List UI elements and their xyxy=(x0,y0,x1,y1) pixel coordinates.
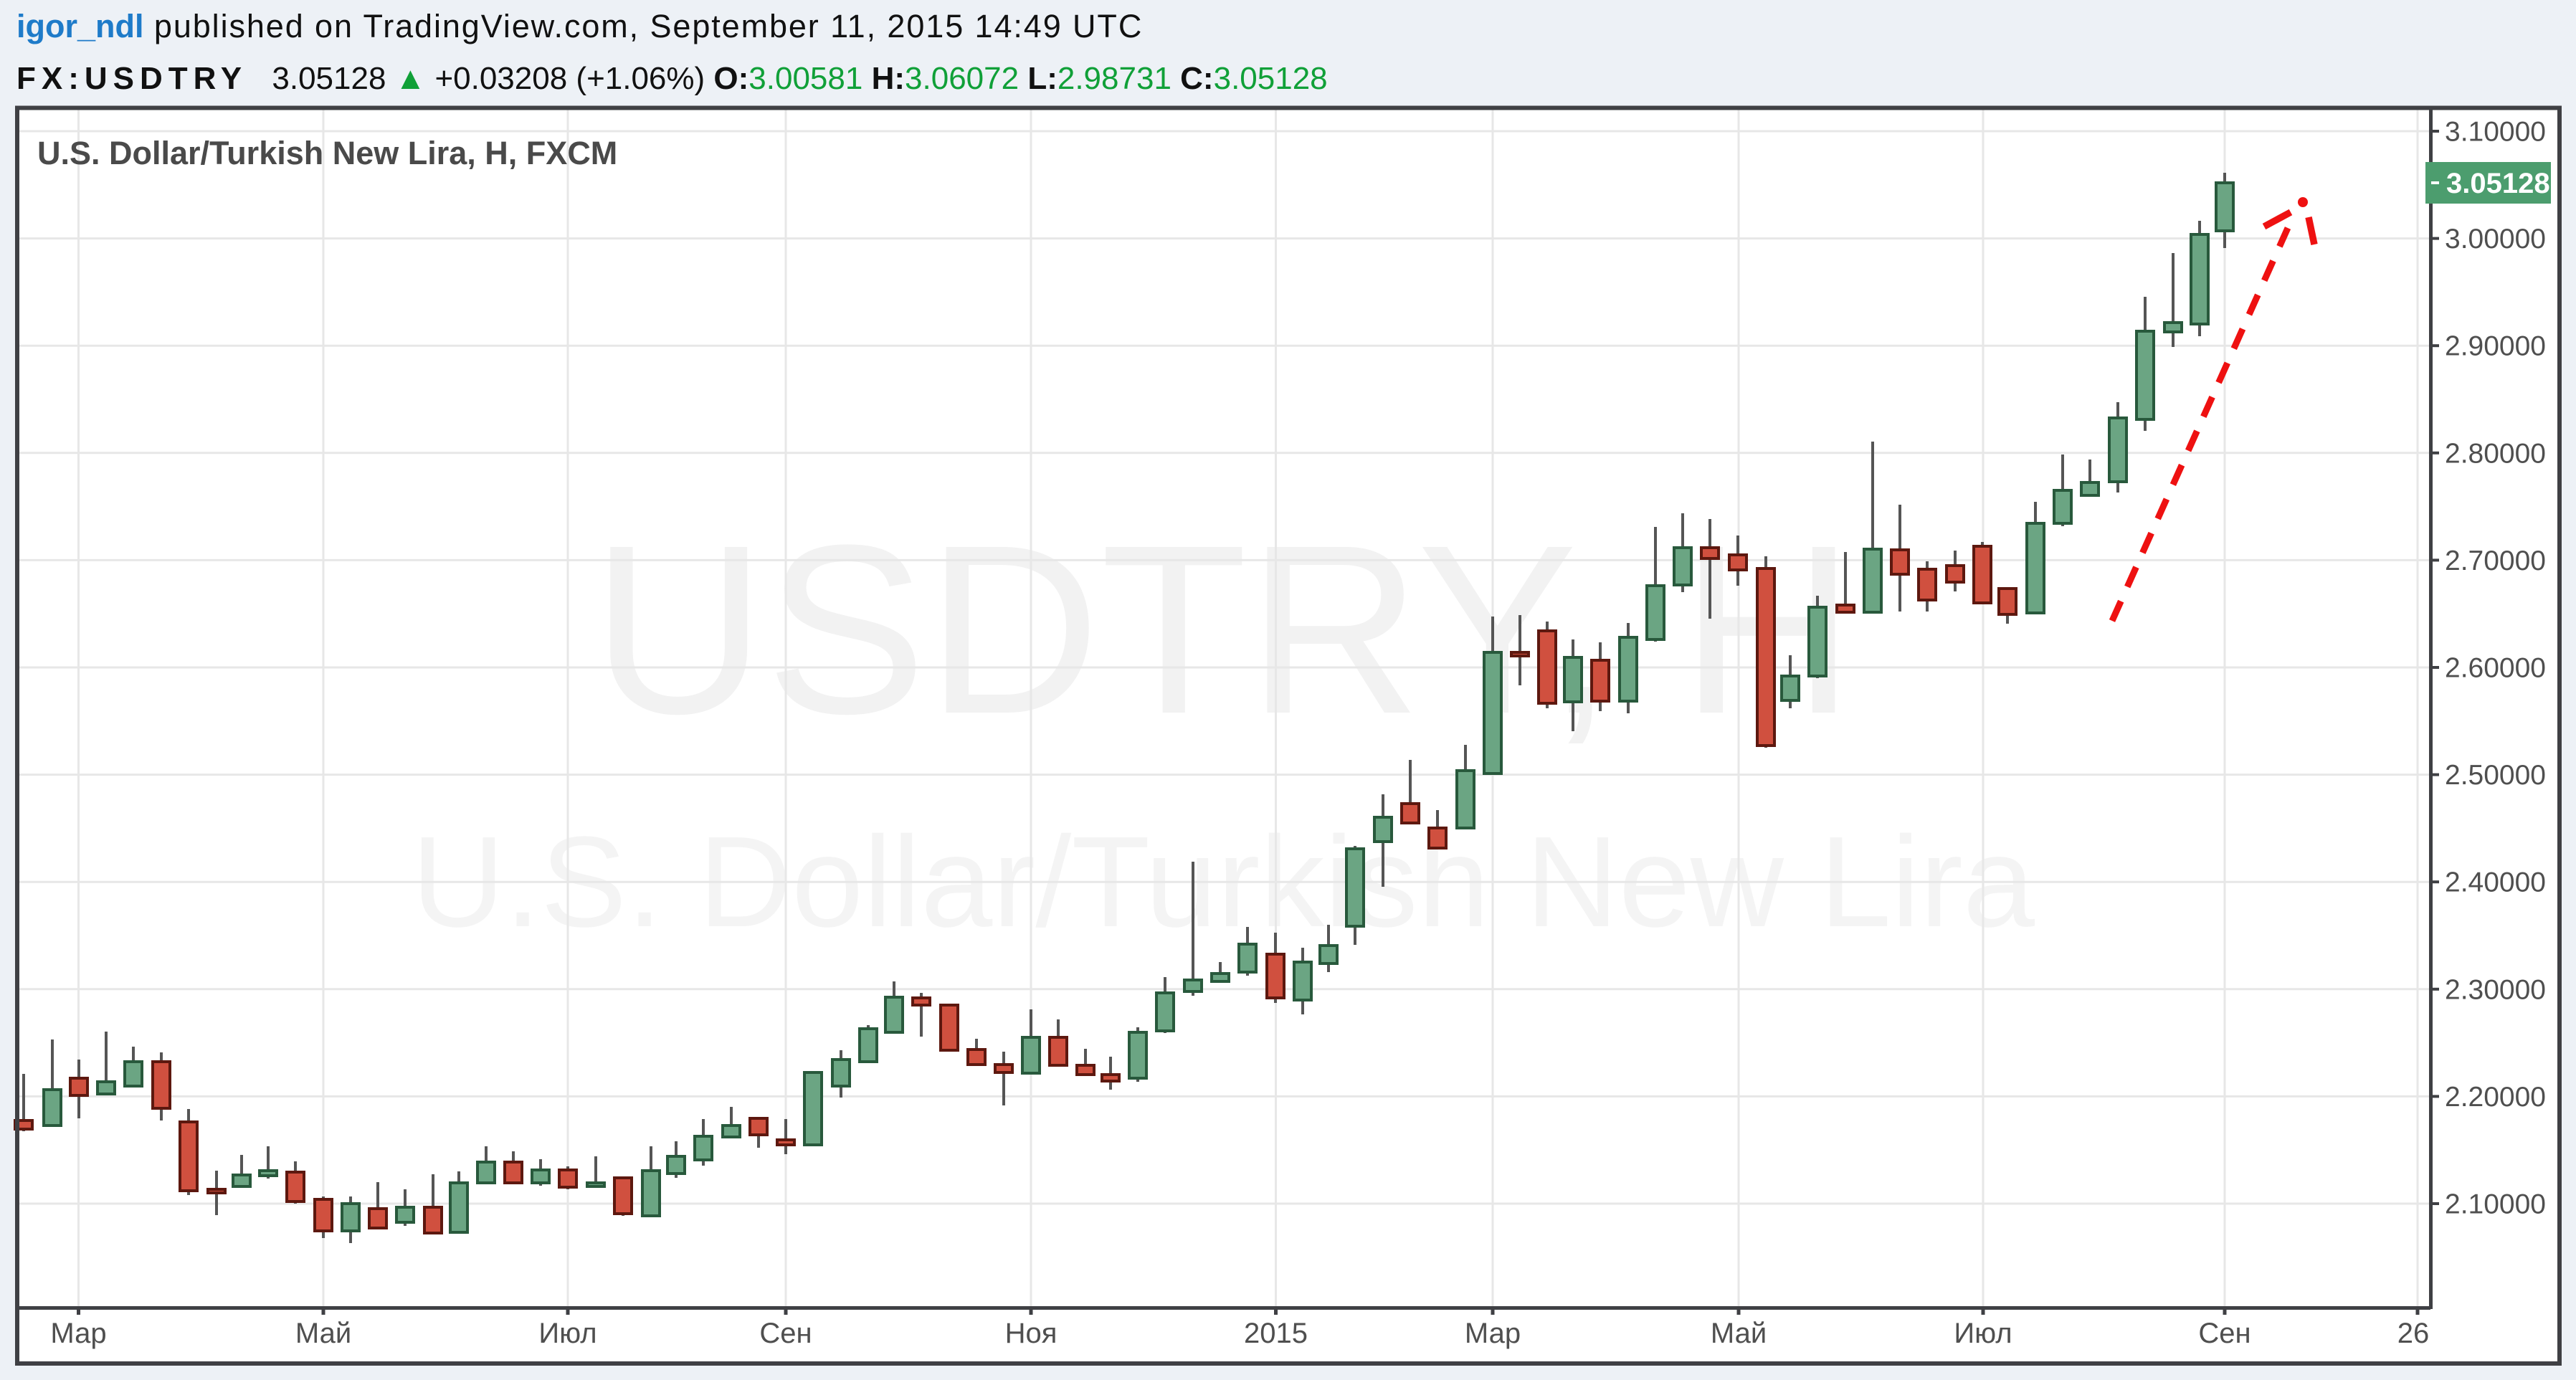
svg-text:Мар: Мар xyxy=(1465,1318,1521,1349)
svg-text:Июл: Июл xyxy=(538,1318,597,1349)
svg-text:Май: Май xyxy=(1711,1318,1767,1349)
svg-text:U.S. Dollar/Turkish New Lira,: U.S. Dollar/Turkish New Lira, H, FXCM xyxy=(37,135,617,171)
svg-text:3.10000: 3.10000 xyxy=(2445,117,2546,148)
svg-text:2.10000: 2.10000 xyxy=(2445,1189,2546,1220)
svg-text:3.05128: 3.05128 xyxy=(2446,168,2550,199)
svg-text:Мар: Мар xyxy=(50,1318,106,1349)
svg-text:2.70000: 2.70000 xyxy=(2445,546,2546,576)
svg-text:26: 26 xyxy=(2397,1318,2430,1349)
svg-text:2.40000: 2.40000 xyxy=(2445,867,2546,898)
svg-text:Сен: Сен xyxy=(759,1318,812,1349)
svg-text:2.80000: 2.80000 xyxy=(2445,438,2546,469)
svg-text:igor_ndl published on TradingV: igor_ndl published on TradingView.com, S… xyxy=(16,8,1143,44)
svg-text:Сен: Сен xyxy=(2198,1318,2251,1349)
svg-text:2.20000: 2.20000 xyxy=(2445,1082,2546,1113)
svg-text:3.00000: 3.00000 xyxy=(2445,224,2546,254)
svg-text:Июл: Июл xyxy=(1954,1318,2012,1349)
svg-text:Ноя: Ноя xyxy=(1005,1318,1058,1349)
svg-text:2.30000: 2.30000 xyxy=(2445,974,2546,1005)
svg-text:2.90000: 2.90000 xyxy=(2445,331,2546,362)
svg-text:2.50000: 2.50000 xyxy=(2445,760,2546,791)
svg-text:2.60000: 2.60000 xyxy=(2445,653,2546,684)
svg-text:2015: 2015 xyxy=(1244,1318,1308,1349)
svg-text:FX:USDTRY 3.05128 ▲ +0.03208: FX:USDTRY 3.05128 ▲ +0.03208 (+1.06%) O:… xyxy=(16,61,1328,96)
svg-text:Май: Май xyxy=(295,1318,351,1349)
svg-text:USDTRY, H: USDTRY, H xyxy=(591,495,1854,764)
